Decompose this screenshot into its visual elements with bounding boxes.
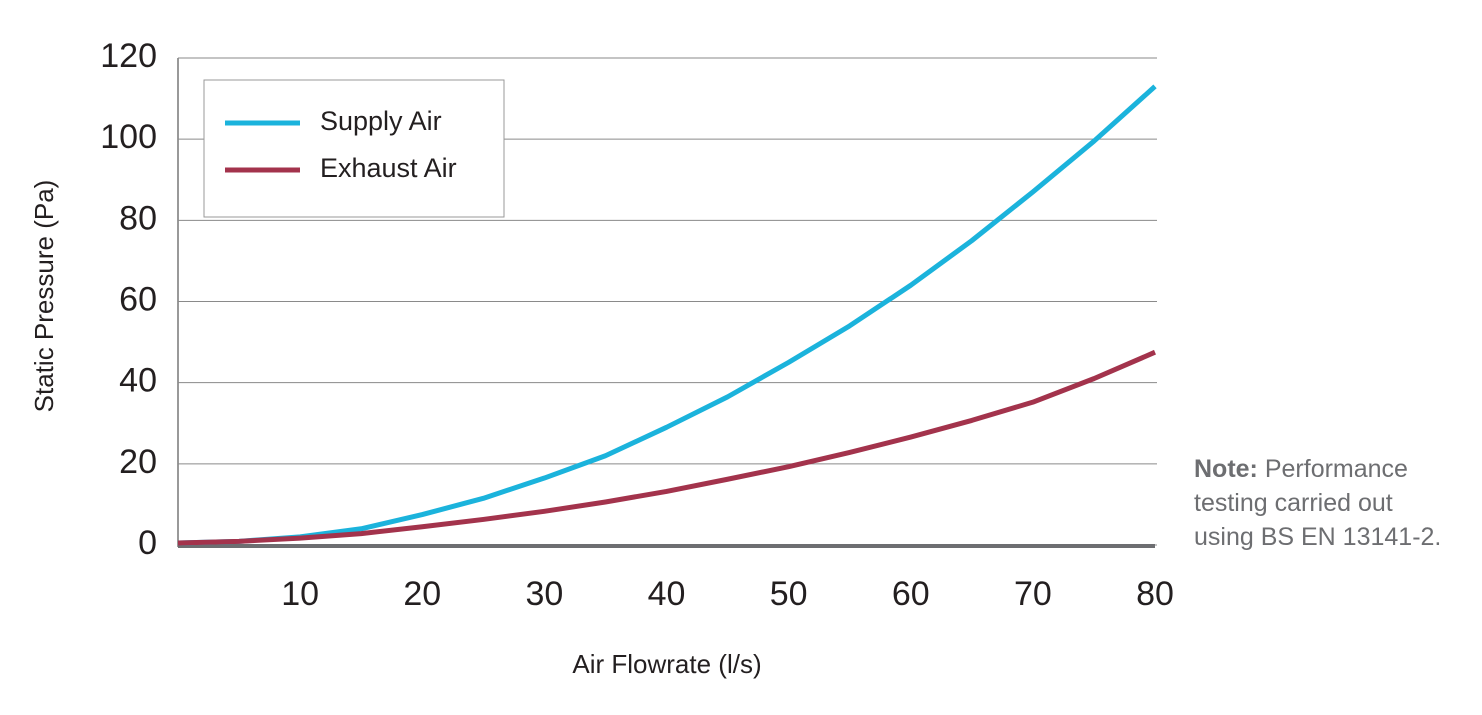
y-tick-label: 100	[100, 118, 157, 156]
legend: Supply Air Exhaust Air	[203, 79, 505, 218]
note-label: Note:	[1194, 455, 1258, 483]
x-tick-label: 80	[1136, 575, 1174, 613]
series-line	[177, 84, 1157, 546]
x-tick-label: 60	[892, 575, 930, 613]
legend-label: Exhaust Air	[320, 153, 457, 183]
note-text: Performance testing carried out using BS…	[1194, 455, 1442, 551]
y-tick-label: 60	[119, 280, 157, 318]
y-tick-label: 20	[119, 443, 157, 481]
x-axis-title: Air Flowrate (l/s)	[572, 649, 761, 679]
legend-label: Supply Air	[320, 106, 442, 136]
x-tick-label: 30	[525, 575, 563, 613]
note: Note: Performance testing carried out us…	[1194, 452, 1456, 554]
legend-box	[203, 79, 505, 218]
x-tick-label: 70	[1014, 575, 1052, 613]
series-line	[177, 349, 1156, 546]
y-tick-label: 120	[100, 37, 157, 75]
y-axis-title: Static Pressure (Pa)	[29, 180, 59, 413]
y-tick-label: 80	[119, 199, 157, 237]
y-tick-label: 40	[119, 362, 157, 400]
x-tick-label: 50	[770, 575, 808, 613]
x-tick-label: 40	[648, 575, 686, 613]
x-tick-label: 20	[403, 575, 441, 613]
x-tick-label: 10	[281, 575, 319, 613]
y-tick-label: 0	[138, 524, 157, 562]
